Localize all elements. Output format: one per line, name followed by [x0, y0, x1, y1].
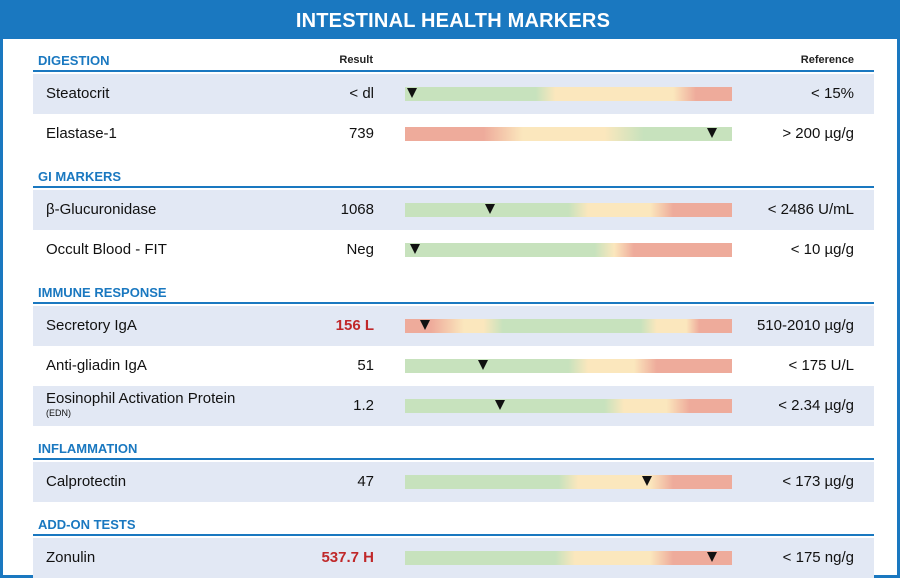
section-header: IMMUNE RESPONSE	[33, 271, 874, 304]
marker-name: Calprotectin	[46, 473, 127, 490]
reference-range: < 15%	[811, 85, 854, 102]
result-marker-icon	[707, 128, 718, 138]
result-column-header: Result	[339, 54, 373, 66]
reference-range: > 200 µg/g	[782, 125, 854, 142]
section-header: ADD-ON TESTS	[33, 503, 874, 536]
section-title: IMMUNE RESPONSE	[38, 285, 167, 300]
result-value: 47	[357, 473, 374, 490]
table-row: β-Glucuronidase 1068 < 2486 U/mL	[33, 190, 874, 230]
reference-range: < 173 µg/g	[782, 473, 854, 490]
range-bar	[405, 359, 732, 373]
marker-name: Elastase-1	[46, 125, 117, 142]
reference-column-header: Reference	[800, 54, 854, 66]
marker-name: Secretory IgA	[46, 317, 137, 334]
reference-range: 510-2010 µg/g	[756, 317, 854, 334]
range-bar	[405, 319, 732, 333]
flagged-result-value: 156 L	[335, 317, 374, 334]
range-bar	[405, 87, 732, 101]
marker-name: Zonulin	[46, 549, 96, 566]
reference-range: < 2486 U/mL	[767, 201, 854, 218]
result-marker-icon	[485, 204, 496, 214]
marker-name: β-Glucuronidase	[46, 201, 157, 218]
report-title: INTESTINAL HEALTH MARKERS	[3, 3, 900, 39]
flagged-result-value: 537.7 H	[321, 549, 374, 566]
table-row: Anti-gliadin IgA 51 < 175 U/L	[33, 346, 874, 386]
table-row: Secretory IgA 156 L 510-2010 µg/g	[33, 306, 874, 346]
table-row: Zonulin 537.7 H < 175 ng/g	[33, 538, 874, 578]
section-title: DIGESTION	[38, 53, 110, 68]
result-marker-icon	[494, 400, 505, 410]
range-bar	[405, 551, 732, 565]
result-value: 1.2	[353, 397, 374, 414]
result-marker-icon	[707, 552, 718, 562]
marker-name: Anti-gliadin IgA	[46, 357, 147, 374]
range-bar	[405, 203, 732, 217]
marker-name: Eosinophil Activation Protein	[46, 390, 236, 407]
result-marker-icon	[409, 244, 420, 254]
result-marker-icon	[419, 320, 430, 330]
markers-table: DIGESTION Result Reference Steatocrit < dl < …	[33, 39, 874, 579]
result-value: 1068	[340, 201, 374, 218]
table-row: Occult Blood - FIT Neg < 10 µg/g	[33, 230, 874, 270]
section-title: INFLAMMATION	[38, 441, 138, 456]
result-value: < dl	[349, 85, 374, 102]
result-value: 739	[348, 125, 374, 142]
result-marker-icon	[406, 88, 417, 98]
section-header: INFLAMMATION	[33, 427, 874, 460]
result-marker-icon	[641, 476, 652, 486]
marker-name: Occult Blood - FIT	[46, 241, 167, 258]
result-value: Neg	[346, 241, 374, 258]
section-header: DIGESTION Result Reference	[33, 39, 874, 72]
reference-range: < 175 ng/g	[782, 549, 854, 566]
reference-range: < 175 U/L	[788, 357, 854, 374]
marker-subname: (EDN)	[46, 408, 71, 418]
section-title: ADD-ON TESTS	[38, 517, 136, 532]
marker-name: Steatocrit	[46, 85, 110, 102]
result-value: 51	[357, 357, 374, 374]
table-row: Elastase-1 739 > 200 µg/g	[33, 114, 874, 154]
table-row: Eosinophil Activation Protein (EDN) 1.2 < 2…	[33, 386, 874, 426]
table-row: Calprotectin 47 < 173 µg/g	[33, 462, 874, 502]
table-row: Steatocrit < dl < 15%	[33, 74, 874, 114]
reference-range: < 10 µg/g	[790, 241, 854, 258]
section-header: GI MARKERS	[33, 155, 874, 188]
range-bar	[405, 475, 732, 489]
section-title: GI MARKERS	[38, 169, 122, 184]
range-bar	[405, 243, 732, 257]
reference-range: < 2.34 µg/g	[778, 397, 854, 414]
range-bar	[405, 127, 732, 141]
result-marker-icon	[478, 360, 489, 370]
range-bar	[405, 399, 732, 413]
